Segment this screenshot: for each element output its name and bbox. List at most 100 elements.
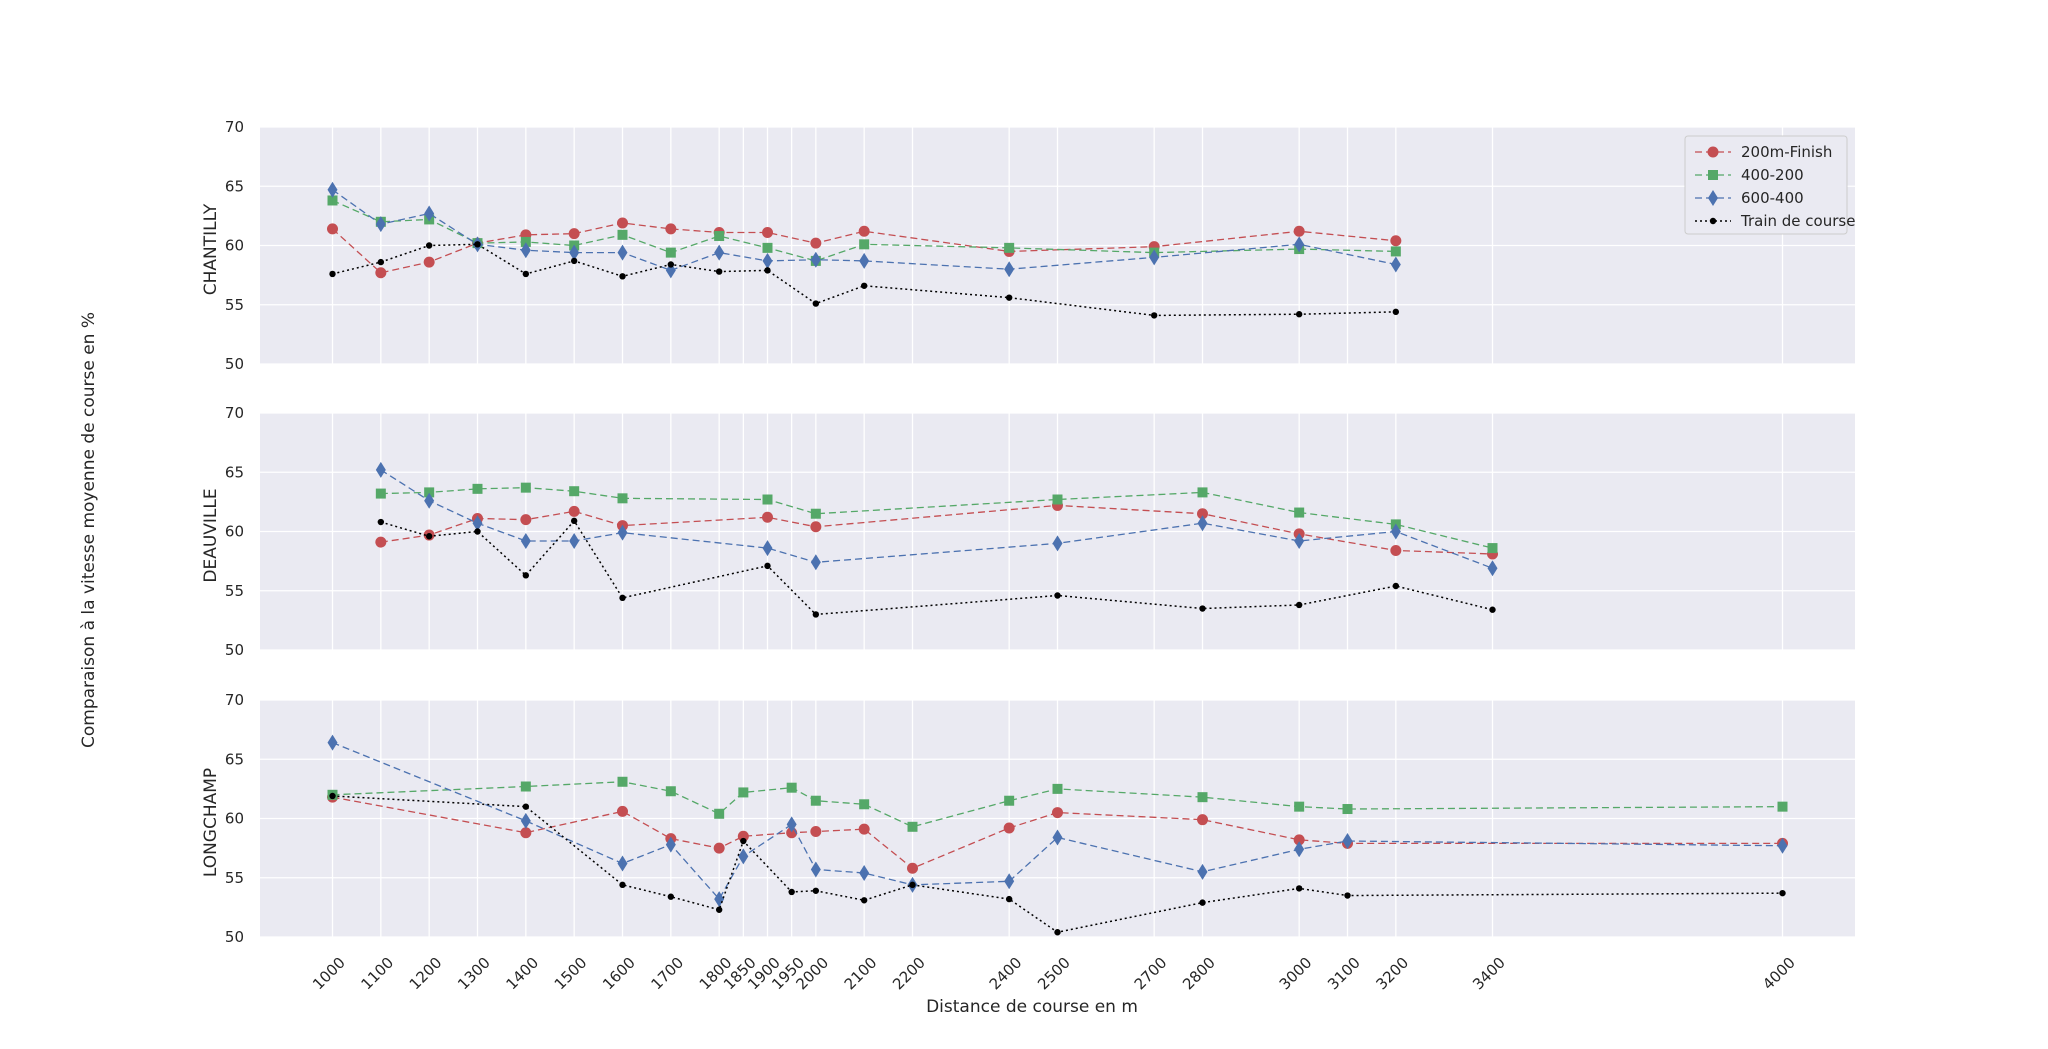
x-tick-label: 3000: [1276, 954, 1316, 994]
series-600-400: [327, 734, 1788, 908]
x-tick-label: 1100: [357, 954, 397, 994]
y-tick-label: 65: [225, 463, 244, 481]
x-tick-label: 1300: [454, 954, 494, 994]
data-point: [423, 256, 435, 268]
data-point: [522, 270, 530, 278]
data-point: [810, 508, 821, 519]
series-train-de-course: [329, 241, 1400, 319]
y-tick-label: 60: [225, 523, 244, 541]
legend-marker: [1709, 217, 1717, 225]
data-point: [1392, 308, 1400, 316]
data-point: [327, 734, 338, 751]
data-point: [1054, 592, 1061, 599]
y-tick-label: 55: [225, 582, 244, 600]
legend-entry-400-200: 400-200: [1695, 166, 1804, 184]
data-point: [1004, 242, 1015, 253]
data-point: [617, 855, 628, 872]
x-tick-label: 3400: [1469, 954, 1509, 994]
data-point: [738, 848, 749, 865]
data-point: [377, 518, 385, 526]
x-tick-label: 1000: [309, 954, 349, 994]
data-point: [1390, 256, 1401, 273]
data-point: [619, 881, 626, 889]
data-point: [1003, 822, 1015, 834]
data-point: [810, 251, 821, 268]
x-tick-label: 2700: [1131, 954, 1171, 994]
x-tick-label: 2500: [1034, 954, 1074, 994]
y-tick-label: 50: [225, 641, 244, 659]
data-point: [520, 532, 531, 549]
data-point: [1294, 841, 1305, 858]
panel-title-longchamp: LONGCHAMP: [201, 768, 221, 877]
y-tick-label: 70: [225, 691, 244, 709]
series-line-400-200: [332, 199, 1396, 262]
data-point: [762, 494, 773, 505]
data-point: [1199, 899, 1206, 906]
legend-entry-600-400: 600-400: [1695, 189, 1804, 207]
data-point: [570, 257, 578, 265]
data-point: [329, 270, 336, 278]
data-point: [810, 554, 821, 571]
data-point: [1197, 792, 1208, 803]
data-point: [667, 893, 675, 900]
series-line-train-de-course: [332, 243, 1396, 317]
data-point: [859, 799, 870, 810]
x-tick-label: 1700: [647, 954, 687, 994]
data-point: [1004, 261, 1015, 278]
y-tick-label: 70: [225, 404, 244, 422]
data-point: [327, 195, 338, 206]
data-point: [617, 229, 628, 240]
x-tick-label: 2400: [986, 954, 1026, 994]
data-point: [667, 261, 675, 268]
series-train-de-course: [377, 517, 1496, 618]
data-point: [327, 223, 338, 235]
data-point: [740, 837, 747, 845]
data-point: [375, 461, 386, 478]
data-point: [713, 842, 725, 854]
data-point: [812, 300, 820, 307]
series-600-400: [327, 181, 1401, 279]
x-tick-label: 1600: [599, 954, 639, 994]
y-axis-title: Comparaison à la vitesse moyenne de cour…: [79, 312, 99, 748]
data-point: [617, 524, 628, 541]
data-point: [764, 562, 771, 570]
data-point: [1390, 235, 1402, 247]
data-point: [375, 536, 387, 548]
x-axis-title: Distance de course en m: [926, 997, 1138, 1017]
data-point: [1777, 801, 1788, 812]
x-tick-label: 2800: [1179, 954, 1219, 994]
data-point: [737, 830, 749, 842]
data-point: [1777, 837, 1788, 854]
data-point: [1052, 783, 1063, 794]
y-tick-label: 65: [225, 177, 244, 195]
data-point: [1487, 560, 1498, 577]
data-point: [762, 540, 773, 557]
data-point: [786, 816, 797, 833]
series-line-600-400: [332, 742, 1783, 901]
data-point: [1293, 834, 1305, 846]
legend-label: Train de course: [1740, 212, 1855, 230]
series-line-200m-finish: [332, 796, 1783, 870]
data-point: [1005, 294, 1013, 301]
data-point: [425, 242, 433, 249]
data-point: [810, 521, 822, 533]
data-point: [764, 267, 771, 274]
legend-marker: [1707, 146, 1719, 158]
data-point: [377, 258, 385, 266]
data-point: [714, 231, 725, 242]
data-point: [1052, 535, 1063, 552]
data-point: [812, 887, 820, 894]
x-tick-label: 2100: [841, 954, 881, 994]
data-point: [1197, 814, 1208, 826]
legend: 200m-Finish 400-200 600-400 Train de course: [1684, 135, 1855, 235]
y-tick-label: 65: [225, 750, 244, 768]
data-point: [619, 594, 626, 602]
data-point: [1487, 543, 1498, 554]
data-point: [1197, 508, 1208, 520]
series-line-200m-finish: [332, 222, 1396, 274]
y-tick-label: 50: [225, 355, 244, 373]
x-tick-label: 1200: [406, 954, 446, 994]
legend-label: 400-200: [1741, 166, 1804, 184]
data-point: [375, 216, 386, 233]
data-point: [520, 812, 531, 829]
